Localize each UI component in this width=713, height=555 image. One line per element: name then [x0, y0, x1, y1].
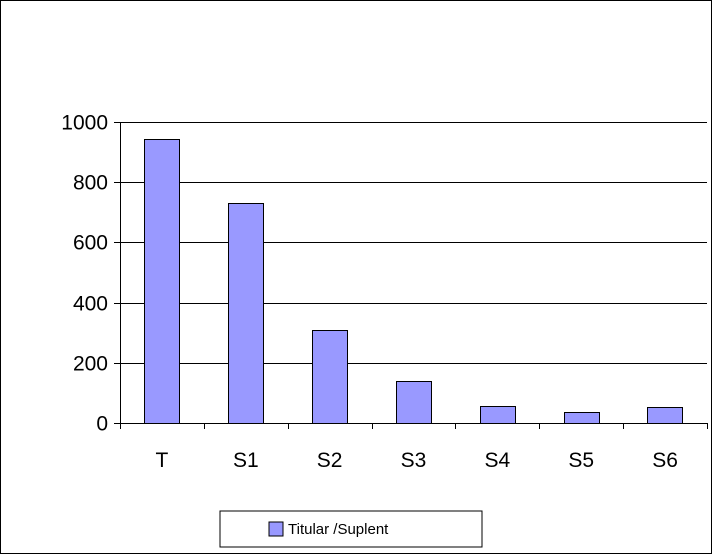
x-tick-label-s4: S4 [485, 449, 511, 472]
legend-swatch [268, 521, 284, 537]
x-tick-label-s5: S5 [568, 449, 594, 472]
x-tick-label-s6: S6 [652, 449, 678, 472]
y-tick-labels: 0 200 400 600 800 1000 [61, 112, 108, 436]
axes [114, 122, 708, 429]
bar-s6 [647, 407, 683, 424]
x-tick-labels: T S1 S2 S3 S4 S5 S6 [156, 449, 678, 472]
bar-s3 [396, 381, 432, 424]
x-tick-label-s2: S2 [317, 449, 343, 472]
bar-t [144, 139, 180, 424]
x-tick-label-s3: S3 [401, 449, 427, 472]
bar-s1 [228, 203, 264, 424]
bars [144, 139, 683, 424]
bar-s2 [312, 330, 348, 424]
y-tick-label-800: 800 [73, 172, 108, 195]
y-tick-label-0: 0 [96, 413, 108, 436]
bar-s4 [480, 406, 516, 424]
gridlines [120, 122, 707, 364]
y-tick-label-400: 400 [73, 293, 108, 316]
legend-box [219, 510, 483, 548]
x-tick-label-s1: S1 [233, 449, 259, 472]
legend-label-titular-suplent: Titular /Suplent [288, 521, 389, 538]
bar-s5 [564, 412, 600, 424]
legend: Titular /Suplent [219, 510, 483, 548]
x-tick-label-t: T [156, 449, 169, 472]
y-tick-label-600: 600 [73, 232, 108, 255]
y-tick-label-200: 200 [73, 353, 108, 376]
y-tick-label-1000: 1000 [61, 112, 108, 135]
